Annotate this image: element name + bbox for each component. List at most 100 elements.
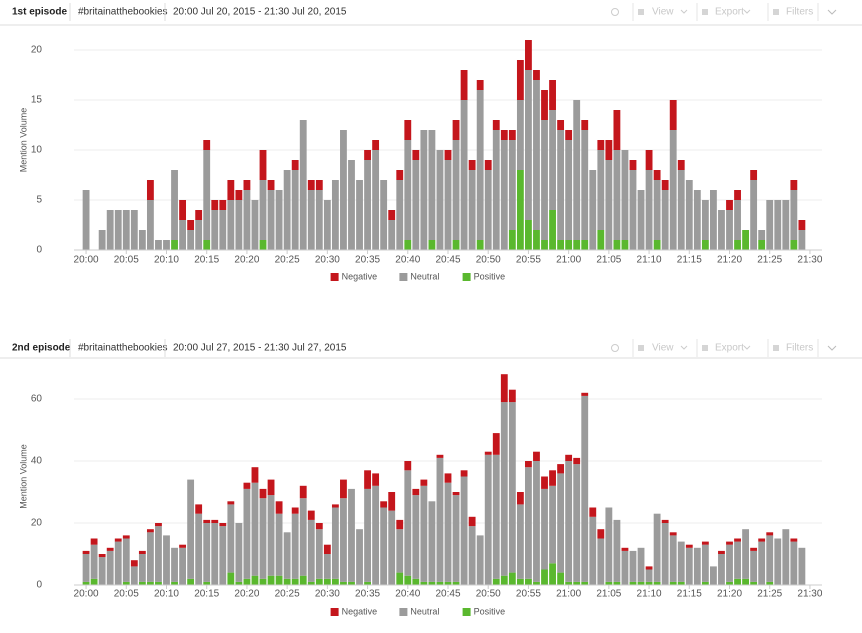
bar-segment xyxy=(525,40,532,70)
bar-segment xyxy=(146,529,154,533)
legend-label[interactable]: Negative xyxy=(342,271,378,281)
toolbar-icon[interactable] xyxy=(702,9,708,15)
x-tick-label: 21:25 xyxy=(757,589,782,600)
legend-swatch[interactable] xyxy=(330,608,339,616)
dropdown-caret[interactable] xyxy=(680,345,688,350)
bar-segment xyxy=(661,523,669,585)
bar-segment xyxy=(307,190,315,250)
toolbar-button[interactable]: View xyxy=(652,7,674,18)
y-axis-title: Mention Volume xyxy=(18,108,28,173)
x-tick-label: 20:25 xyxy=(275,255,300,266)
y-tick-label: 20 xyxy=(31,45,43,56)
bar-segment xyxy=(508,572,516,585)
bar-segment xyxy=(597,529,605,539)
toolbar-button[interactable]: View xyxy=(652,343,674,354)
toolbar-button[interactable]: Filters xyxy=(786,7,813,18)
legend-label[interactable]: Negative xyxy=(342,606,378,616)
bar-segment xyxy=(243,180,251,190)
bar-segment xyxy=(396,519,404,530)
bar-segment xyxy=(396,170,404,180)
bar-segment xyxy=(412,578,420,585)
bar-segment xyxy=(356,180,363,250)
x-tick-label: 21:00 xyxy=(556,589,581,600)
bar-segment xyxy=(533,461,540,582)
legend-swatch[interactable] xyxy=(330,273,339,281)
legend-label[interactable]: Neutral xyxy=(410,606,439,616)
bar-segment xyxy=(163,535,170,585)
bar-segment xyxy=(243,482,251,489)
legend-label[interactable]: Positive xyxy=(474,606,506,616)
x-tick-label: 20:10 xyxy=(154,255,179,266)
bar-segment xyxy=(734,578,741,585)
toolbar-icon[interactable] xyxy=(773,9,779,15)
bar-segment xyxy=(726,544,733,582)
bar-segment xyxy=(388,220,396,250)
toolbar-icon[interactable] xyxy=(773,345,779,351)
bar-segment xyxy=(155,523,162,527)
toolbar-button[interactable]: Filters xyxy=(786,343,813,354)
bar-segment xyxy=(605,140,613,160)
bar-segment xyxy=(138,554,146,582)
bar-segment xyxy=(645,569,653,582)
toolbar-button[interactable]: Export xyxy=(715,343,744,354)
bar-segment xyxy=(98,230,106,250)
bar-segment xyxy=(372,485,380,585)
bar-segment xyxy=(597,230,605,250)
bar-segment xyxy=(613,581,621,585)
bar-segment xyxy=(557,120,565,130)
bar-segment xyxy=(235,581,243,585)
bar-segment xyxy=(516,60,524,100)
dropdown-caret[interactable] xyxy=(680,9,688,14)
clock-icon[interactable] xyxy=(611,8,619,16)
bar-segment xyxy=(637,547,645,582)
bar-segment xyxy=(428,130,436,240)
bar-segment xyxy=(516,100,524,170)
clock-icon[interactable] xyxy=(611,344,619,352)
bar-segment xyxy=(404,140,412,240)
x-tick-label: 20:00 xyxy=(74,589,99,600)
legend-label[interactable]: Neutral xyxy=(410,271,439,281)
bar-segment xyxy=(259,240,267,250)
x-tick-label: 21:05 xyxy=(596,255,621,266)
bar-segment xyxy=(171,240,178,250)
dropdown-caret[interactable] xyxy=(743,345,751,350)
legend-label[interactable]: Positive xyxy=(474,271,506,281)
bar-segment xyxy=(669,100,677,130)
collapse-chevron[interactable] xyxy=(827,9,837,15)
bar-segment xyxy=(323,544,331,554)
bar-segment xyxy=(565,581,573,585)
bar-segment xyxy=(195,513,203,585)
bar-segment xyxy=(661,190,669,250)
bar-segment xyxy=(693,547,701,585)
bar-segment xyxy=(645,566,653,570)
legend-swatch[interactable] xyxy=(462,608,471,616)
bar-segment xyxy=(468,170,476,250)
x-tick-label: 20:05 xyxy=(114,589,139,600)
bar-segment xyxy=(291,513,299,579)
legend-swatch[interactable] xyxy=(462,273,471,281)
bar-segment xyxy=(146,180,154,200)
bar-segment xyxy=(114,210,122,250)
bar-segment xyxy=(179,200,186,220)
y-tick-label: 10 xyxy=(31,145,43,156)
dropdown-caret[interactable] xyxy=(743,9,751,14)
bar-segment xyxy=(412,495,420,579)
legend-swatch[interactable] xyxy=(399,273,408,281)
bar-segment xyxy=(138,550,146,554)
bar-segment xyxy=(484,160,492,170)
collapse-chevron[interactable] xyxy=(827,345,837,351)
bar-segment xyxy=(307,519,315,582)
bar-segment xyxy=(412,160,420,250)
legend-swatch[interactable] xyxy=(399,608,408,616)
bar-segment xyxy=(750,180,758,250)
bar-segment xyxy=(283,578,291,585)
toolbar-icon[interactable] xyxy=(638,9,644,15)
panel-title: 1st episode xyxy=(12,7,67,18)
bar-segment xyxy=(541,476,548,489)
toolbar-icon[interactable] xyxy=(638,345,644,351)
toolbar-icon[interactable] xyxy=(702,345,708,351)
toolbar-button[interactable]: Export xyxy=(715,7,744,18)
x-tick-label: 20:45 xyxy=(435,255,460,266)
bar-segment xyxy=(734,190,741,200)
bar-segment xyxy=(259,180,267,240)
